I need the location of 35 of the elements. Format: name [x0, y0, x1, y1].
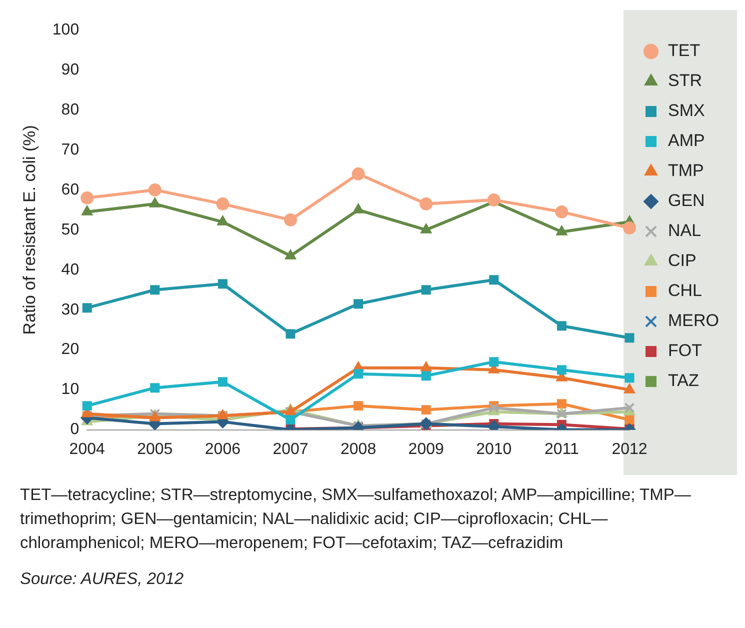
x-tick-label: 2009	[408, 440, 444, 458]
legend-label: TMP	[668, 161, 704, 180]
text: TET—tetracycline; STR—streptomycine, SMX—sulfamethoxazol; AMP—ampicilline; TMP—trimethoprim; GEN—gentamicin; NAL—nalidixic acid; CIP—ciprofloxacin; CHL—chloramphenicol; MERO—meropenem; FOT—cefotaxim; TAZ—cefrazidim	[20, 485, 692, 554]
x-tick-label: 2004	[69, 440, 105, 458]
x-tick-label: 2006	[204, 440, 241, 458]
y-tick-label: 0	[70, 421, 80, 438]
y-tick-label: 70	[61, 141, 80, 158]
y-tick-label: 60	[61, 181, 80, 198]
x-tick-label: 2005	[137, 440, 173, 458]
source-note: Source: AURES, 2012	[20, 569, 185, 590]
y-tick-label: 50	[61, 221, 80, 238]
legend-label: NAL	[668, 221, 702, 240]
y-tick-label: 80	[61, 101, 80, 118]
y-tick-label: 20	[61, 341, 80, 358]
x-tick-label: 2012	[612, 440, 648, 458]
y-tick-label: 30	[61, 301, 80, 318]
legend-label: GEN	[668, 191, 705, 210]
y-tick-label: 100	[52, 21, 80, 38]
legend-label: FOT	[668, 341, 702, 360]
legend-label: AMP	[668, 131, 705, 150]
legend-label: SMX	[668, 101, 705, 120]
legend-label: CIP	[668, 251, 696, 270]
legend-label: STR	[668, 71, 702, 90]
legend-label: CHL	[668, 281, 702, 300]
y-tick-label: 90	[61, 61, 80, 78]
y-tick-label: 40	[61, 261, 80, 278]
legend-label: TAZ	[668, 371, 699, 390]
legend-label: TET	[668, 41, 700, 60]
x-tick-label: 2010	[476, 440, 512, 458]
x-tick-label: 2011	[544, 440, 580, 458]
x-tick-label: 2008	[340, 440, 376, 458]
x-tick-label: 2007	[272, 440, 308, 458]
y-axis-title: Ratio of resistant E. coli (%)	[20, 125, 39, 335]
legend-label: MERO	[668, 311, 719, 330]
y-tick-label: 10	[61, 381, 80, 398]
